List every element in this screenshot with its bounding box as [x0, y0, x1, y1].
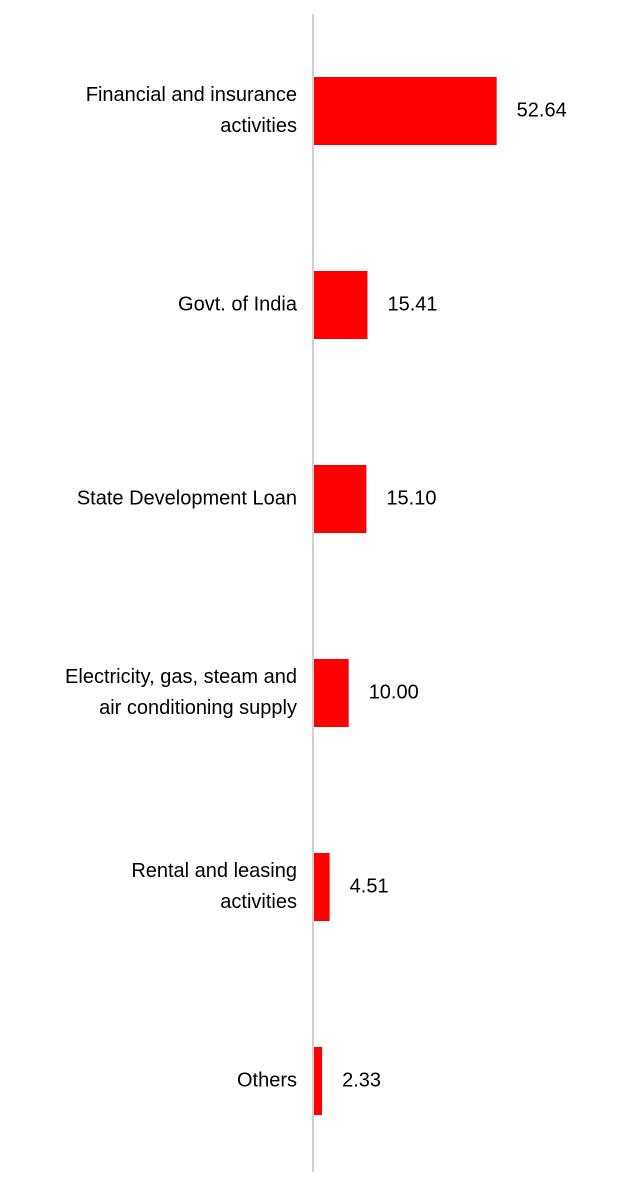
category-label-4-line-0: Rental and leasing: [131, 860, 297, 882]
bar-3: [314, 659, 349, 727]
bar-4: [314, 853, 330, 921]
bar-5: [314, 1047, 323, 1115]
category-label-4-line-1: activities: [220, 891, 297, 913]
value-label-2: 15.10: [386, 487, 436, 509]
category-label-3-line-1: air conditioning supply: [99, 697, 297, 719]
bar-1: [314, 271, 368, 339]
bar-0: [314, 77, 497, 145]
category-label-1-line-0: Govt. of India: [178, 293, 298, 315]
bar-2: [314, 465, 367, 533]
value-label-5: 2.33: [342, 1069, 381, 1091]
category-label-0-line-1: activities: [220, 115, 297, 137]
value-label-4: 4.51: [350, 875, 389, 897]
category-label-0-line-0: Financial and insurance: [86, 84, 297, 106]
category-label-2-line-0: State Development Loan: [77, 487, 297, 509]
category-label-5-line-0: Others: [237, 1069, 297, 1091]
category-label-3-line-0: Electricity, gas, steam and: [65, 666, 297, 688]
value-label-1: 15.41: [387, 293, 437, 315]
value-label-0: 52.64: [517, 99, 567, 121]
value-label-3: 10.00: [369, 681, 419, 703]
